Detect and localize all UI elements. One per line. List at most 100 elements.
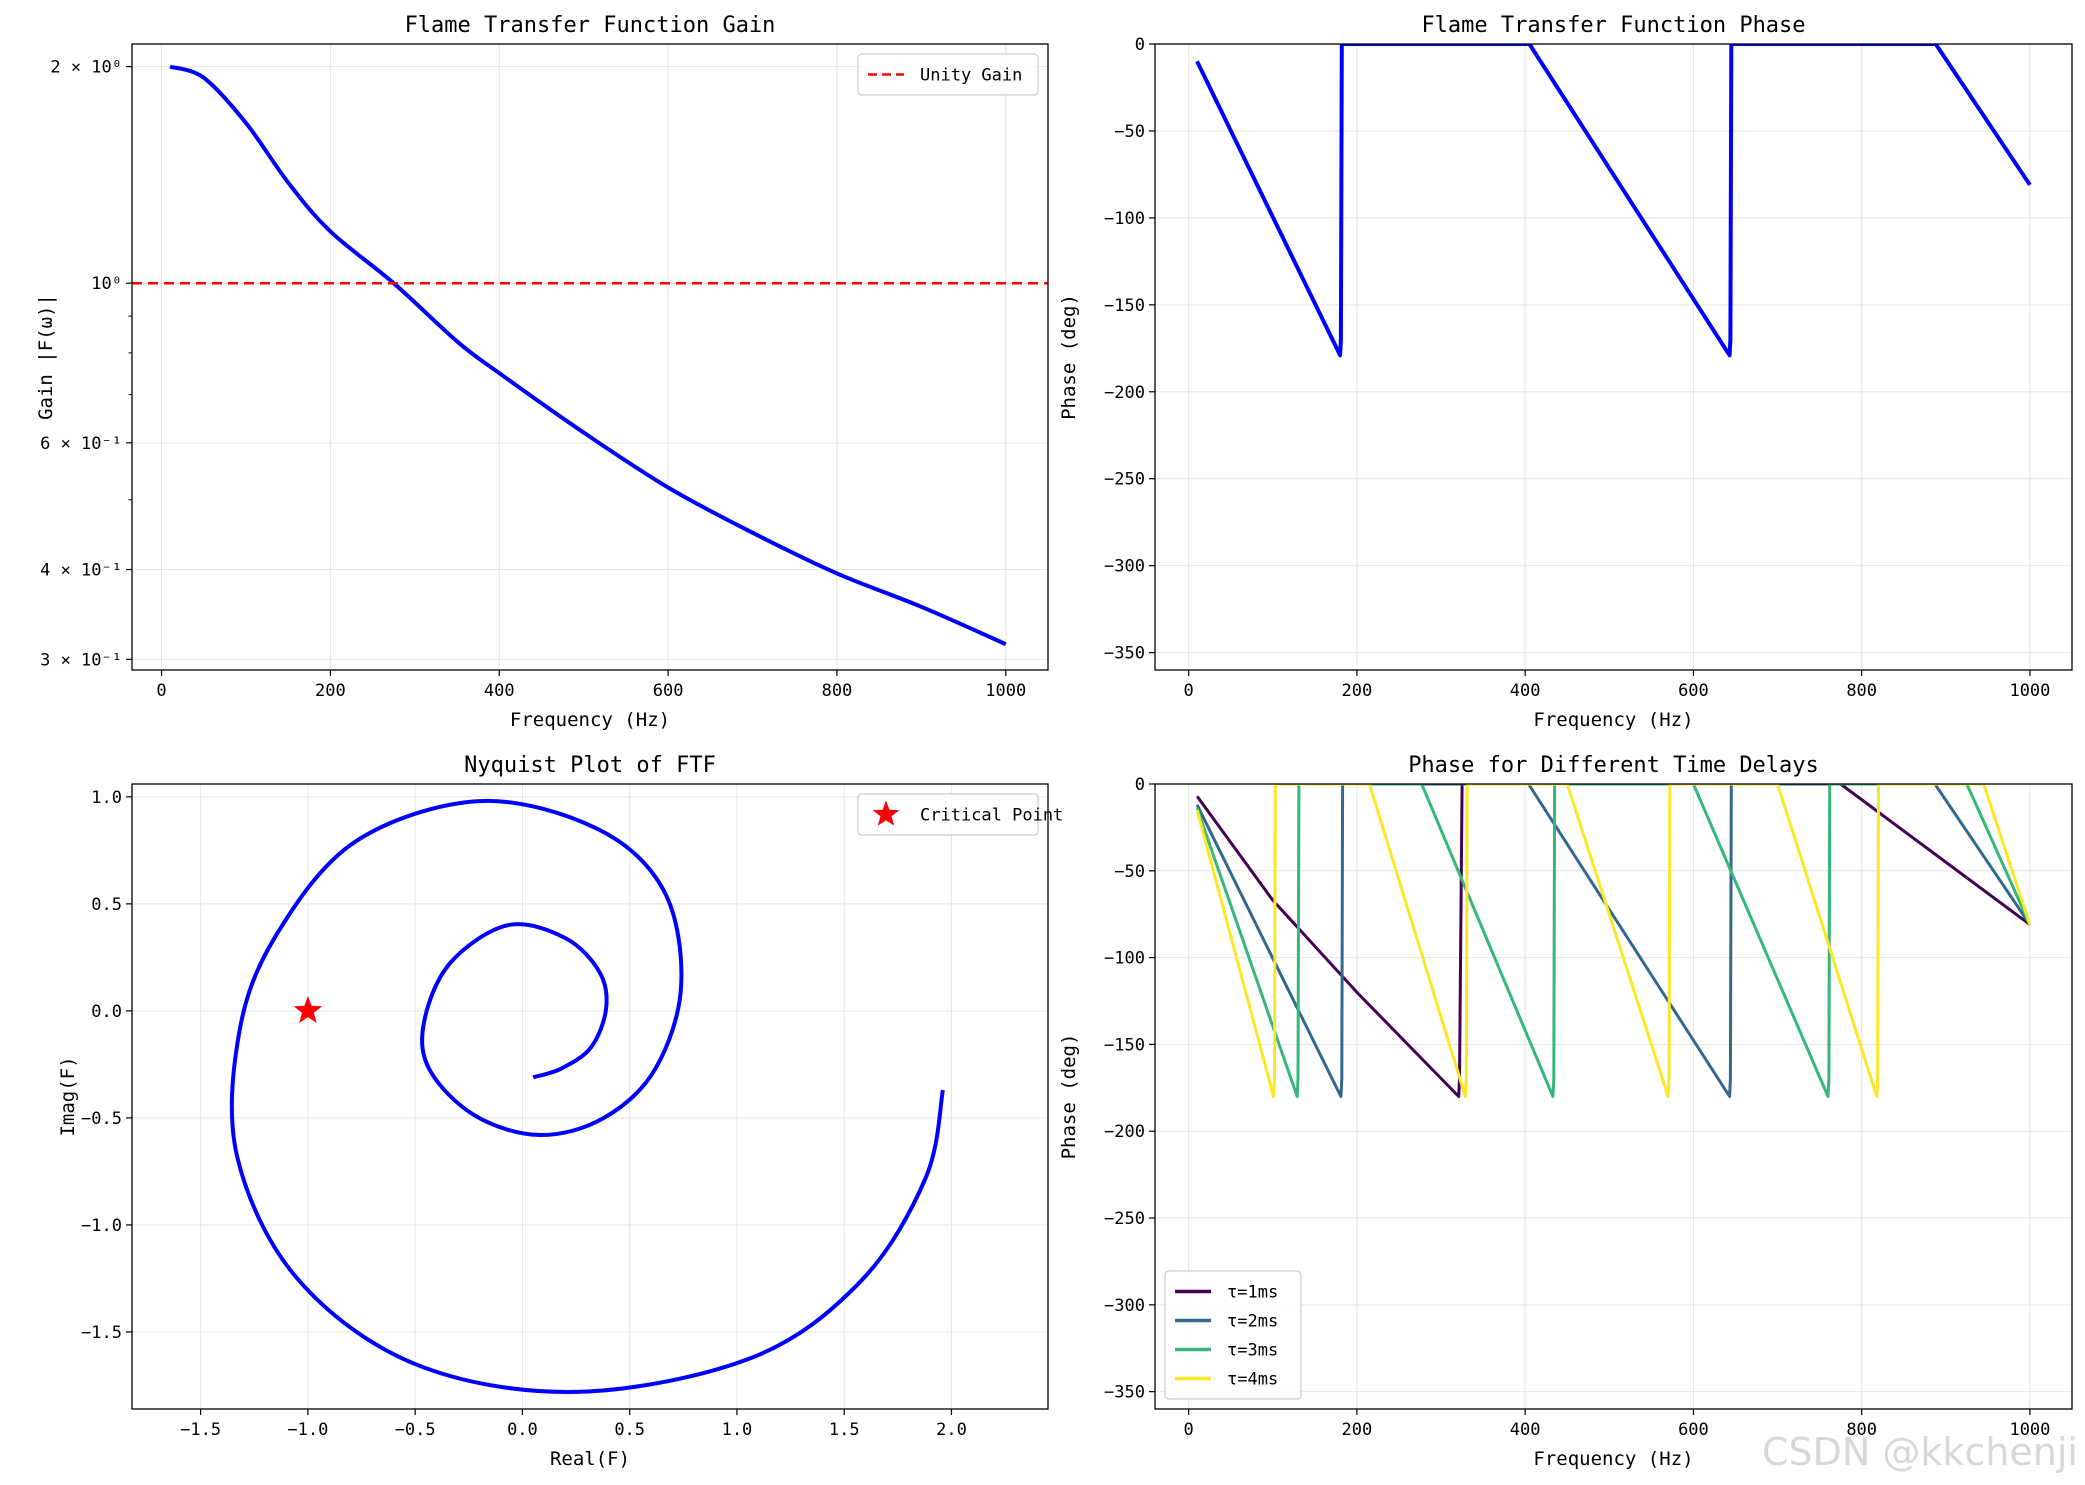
y-axis-label: Phase (deg) <box>1058 1034 1080 1160</box>
x-tick-label: 400 <box>1510 1420 1541 1440</box>
series-line <box>1195 784 2032 1098</box>
legend: Critical Point <box>857 793 1063 836</box>
plot-area <box>1195 44 2032 358</box>
plot-area <box>229 798 945 1394</box>
y-tick-label: 0.0 <box>91 1002 122 1022</box>
y-tick-label: −200 <box>1104 1122 1145 1142</box>
y-tick-label: 1.0 <box>91 788 122 808</box>
series-line <box>229 798 945 1394</box>
y-tick-label: 3 × 10⁻¹ <box>40 650 122 670</box>
y-tick-label: −0.5 <box>81 1109 122 1129</box>
series-line <box>1195 784 2031 1098</box>
x-tick-label: 400 <box>1510 681 1541 701</box>
legend-box <box>857 53 1039 96</box>
x-tick-label: 1000 <box>985 681 1026 701</box>
x-tick-label: 0.0 <box>507 1420 538 1440</box>
phase-panel: 0 200 400 600 800 1000 0 −50 −100 −150 −200 −250 −30… <box>1058 13 2073 731</box>
critical-point-marker <box>293 995 323 1023</box>
legend: Unity Gain <box>857 53 1039 96</box>
x-tick-label: 1000 <box>2009 1420 2050 1440</box>
x-tick-label: 2.0 <box>936 1420 967 1440</box>
y-axis-label: Imag(F) <box>57 1056 79 1136</box>
y-tick-label: −1.0 <box>81 1216 122 1236</box>
plot-area <box>1195 784 2032 1098</box>
x-tick-label: 0.5 <box>614 1420 645 1440</box>
series-line <box>1195 44 2032 358</box>
y-tick-label: −250 <box>1104 1209 1145 1229</box>
y-tick-label: 2 × 10⁰ <box>50 58 122 78</box>
watermark: CSDN @kkchenji <box>1762 1430 2078 1474</box>
legend-label: τ=4ms <box>1227 1370 1278 1390</box>
x-tick-label: 400 <box>484 681 515 701</box>
x-tick-label: 600 <box>1678 1420 1709 1440</box>
y-tick-label: −350 <box>1104 644 1145 664</box>
y-axis-label: Phase (deg) <box>1058 294 1080 420</box>
gain-panel: 0 200 400 600 800 1000 2 × 10⁰ 10⁰ 6 × 10⁻¹ 4 × 1… <box>35 13 1049 731</box>
x-axis-label: Frequency (Hz) <box>510 709 670 731</box>
y-tick-label: −300 <box>1104 1296 1145 1316</box>
y-tick-label: −350 <box>1104 1383 1145 1403</box>
y-axis-label: Gain |F(ω)| <box>35 294 57 420</box>
x-tick-label: −1.5 <box>180 1420 221 1440</box>
legend-label: Unity Gain <box>920 66 1022 86</box>
y-tick-label: −100 <box>1104 949 1145 969</box>
chart-title: Flame Transfer Function Gain <box>405 13 776 38</box>
x-tick-label: 600 <box>653 681 684 701</box>
x-tick-label: 0 <box>1184 1420 1194 1440</box>
axes-frame <box>131 43 1049 671</box>
y-tick-label: 0 <box>1135 35 1145 55</box>
x-axis-label: Frequency (Hz) <box>1533 709 1693 731</box>
x-axis-label: Frequency (Hz) <box>1533 1448 1693 1470</box>
y-tick-label: −50 <box>1114 862 1145 882</box>
y-tick-label: 6 × 10⁻¹ <box>40 434 122 454</box>
y-tick-label: −100 <box>1104 209 1145 229</box>
x-tick-label: 1000 <box>2009 681 2050 701</box>
x-tick-label: 0 <box>1184 681 1194 701</box>
x-tick-label: −1.0 <box>287 1420 328 1440</box>
axes-frame <box>1154 43 2073 671</box>
y-tick-label: −50 <box>1114 122 1145 142</box>
x-tick-label: 200 <box>315 681 346 701</box>
x-tick-label: 800 <box>822 681 853 701</box>
y-tick-label: −200 <box>1104 383 1145 403</box>
y-tick-label: 10⁰ <box>91 274 122 294</box>
axes-frame <box>1154 783 2073 1410</box>
legend-box <box>857 793 1039 836</box>
x-tick-label: 1.5 <box>829 1420 860 1440</box>
legend-label: τ=3ms <box>1227 1341 1278 1361</box>
axes-frame <box>131 783 1049 1410</box>
legend: τ=1ms τ=2ms τ=3ms τ=4ms <box>1164 1270 1302 1400</box>
x-tick-label: 800 <box>1846 1420 1877 1440</box>
x-tick-label: 800 <box>1846 681 1877 701</box>
legend-label: τ=1ms <box>1227 1283 1278 1303</box>
plot-area <box>132 64 1048 646</box>
series-line <box>1195 784 2032 1098</box>
x-axis-label: Real(F) <box>550 1448 630 1470</box>
y-tick-label: −1.5 <box>81 1323 122 1343</box>
nyquist-panel: −1.5 −1.0 −0.5 0.0 0.5 1.0 1.5 2.0 1.0 0.5 0.0 −0.5… <box>57 753 1063 1470</box>
y-tick-label: −150 <box>1104 1035 1145 1055</box>
x-tick-label: 0 <box>156 681 166 701</box>
chart-title: Flame Transfer Function Phase <box>1421 13 1805 38</box>
legend-label: Critical Point <box>920 806 1063 826</box>
legend-star-icon <box>872 800 900 826</box>
x-tick-label: 600 <box>1678 681 1709 701</box>
y-tick-label: 4 × 10⁻¹ <box>40 561 122 581</box>
legend-box <box>1164 1270 1302 1400</box>
y-tick-label: −300 <box>1104 557 1145 577</box>
chart-title: Nyquist Plot of FTF <box>464 753 716 778</box>
y-tick-label: −150 <box>1104 296 1145 316</box>
x-tick-label: −0.5 <box>395 1420 436 1440</box>
series-line <box>1195 784 2032 1098</box>
delay-phase-panel: 0 200 400 600 800 1000 0 −50 −100 −150 −200 −250 −30… <box>1058 753 2073 1470</box>
x-tick-label: 1.0 <box>722 1420 753 1440</box>
chart-title: Phase for Different Time Delays <box>1408 753 1819 778</box>
x-tick-label: 200 <box>1342 681 1373 701</box>
y-tick-label: 0 <box>1135 775 1145 795</box>
y-tick-label: 0.5 <box>91 895 122 915</box>
series-line <box>169 64 1007 646</box>
legend-label: τ=2ms <box>1227 1312 1278 1332</box>
y-tick-label: −250 <box>1104 470 1145 490</box>
x-tick-label: 200 <box>1342 1420 1373 1440</box>
